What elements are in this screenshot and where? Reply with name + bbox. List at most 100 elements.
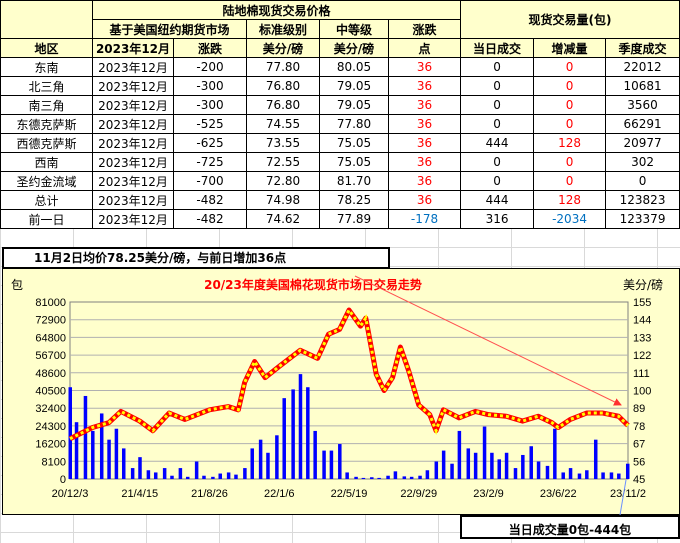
- season-volume-cell: 22012: [605, 57, 680, 77]
- volume-bar: [291, 389, 295, 479]
- today-volume-cell: 0: [460, 114, 535, 134]
- volume-bar: [354, 476, 358, 479]
- x-tick-label: 23/6/22: [540, 488, 577, 500]
- volume-bar: [74, 422, 79, 479]
- delta-volume-cell: 0: [533, 95, 607, 115]
- region-cell: 东南: [0, 57, 93, 77]
- header-price-group: 陆地棉现货交易价格: [91, 0, 462, 20]
- header-blank: [0, 0, 93, 39]
- x-tick-label: 21/4/15: [121, 488, 158, 500]
- change-points-cell: 36: [387, 76, 462, 96]
- volume-bar: [130, 468, 135, 479]
- delta-volume-cell: 0: [533, 171, 607, 191]
- volume-bar: [601, 472, 605, 479]
- volume-bar: [298, 374, 303, 479]
- header-volume-group: 现货交易量(包): [460, 0, 680, 39]
- left-tick-label: 56700: [35, 350, 66, 362]
- col-region: 地区: [0, 38, 93, 58]
- volume-bar: [409, 476, 414, 479]
- volume-bar: [425, 470, 430, 479]
- month-cell: 2023年12月: [92, 76, 174, 96]
- std-price-cell: 74.55: [246, 114, 320, 134]
- volume-bar: [402, 476, 407, 479]
- volume-bar: [482, 426, 487, 479]
- volume-bar: [121, 448, 126, 479]
- today-volume-cell: 0: [460, 152, 535, 172]
- left-tick-label: 0: [60, 474, 66, 486]
- basis-cell: -482: [173, 209, 247, 229]
- volume-bar: [450, 463, 454, 479]
- region-cell: 南三角: [0, 95, 93, 115]
- region-cell: 西德克萨斯: [0, 133, 93, 153]
- volume-bar: [185, 476, 190, 479]
- mid-price-cell: 79.05: [319, 76, 389, 96]
- delta-volume-cell: 128: [533, 190, 607, 210]
- x-tick-label: 21/8/26: [191, 488, 228, 500]
- volume-bar: [617, 473, 621, 479]
- mid-price-cell: 81.70: [319, 171, 389, 191]
- volume-bar: [561, 472, 565, 479]
- month-cell: 2023年12月: [92, 190, 174, 210]
- right-tick-label: 100: [633, 386, 651, 398]
- today-volume-cell: 316: [460, 209, 535, 229]
- left-tick-label: 72900: [35, 315, 66, 327]
- right-tick-label: 89: [633, 403, 645, 415]
- right-tick-label: 144: [633, 315, 651, 327]
- right-tick-label: 111: [633, 368, 650, 380]
- x-tick-label: 23/2/9: [473, 488, 504, 500]
- left-tick-label: 32400: [35, 403, 66, 415]
- mid-price-cell: 75.05: [319, 133, 389, 153]
- table-row: 东德克萨斯 2023年12月 -525 74.55 77.80 36 0 0 66291: [0, 114, 680, 134]
- today-volume-cell: 444: [460, 190, 535, 210]
- mid-price-cell: 77.89: [319, 209, 389, 229]
- right-tick-label: 78: [633, 421, 645, 433]
- volume-bar: [370, 477, 374, 479]
- volume-bar: [338, 444, 342, 479]
- volume-bar: [234, 474, 238, 479]
- basis-cell: -200: [173, 57, 247, 77]
- std-price-cell: 77.80: [246, 57, 320, 77]
- col-today: 当日成交: [460, 38, 535, 58]
- volume-bar: [577, 473, 582, 479]
- volume-bar: [146, 470, 151, 479]
- left-tick-label: 64800: [35, 332, 66, 344]
- x-tick-label: 20/12/3: [52, 488, 89, 500]
- mid-price-cell: 78.25: [319, 190, 389, 210]
- change-points-cell: 36: [387, 171, 462, 191]
- season-volume-cell: 3560: [605, 95, 680, 115]
- volume-bar: [545, 465, 550, 479]
- right-tick-label: 122: [633, 350, 651, 362]
- month-cell: 2023年12月: [92, 209, 174, 229]
- basis-cell: -625: [173, 133, 247, 153]
- change-points-cell: 36: [387, 95, 462, 115]
- mid-price-cell: 79.05: [319, 95, 389, 115]
- std-price-cell: 76.80: [246, 95, 320, 115]
- volume-bar: [434, 461, 439, 479]
- volume-bar: [250, 448, 254, 479]
- volume-bar: [593, 439, 598, 479]
- right-tick-label: 56: [633, 456, 645, 468]
- volume-bar: [345, 472, 349, 479]
- col-std-unit: 美分/磅: [246, 38, 320, 58]
- volume-bar: [377, 477, 381, 479]
- month-cell: 2023年12月: [92, 95, 174, 115]
- volume-bar: [536, 461, 541, 479]
- region-cell: 北三角: [0, 76, 93, 96]
- table-row: 西德克萨斯 2023年12月 -625 73.55 75.05 36 444 128 20977: [0, 133, 680, 153]
- delta-volume-cell: 128: [533, 133, 607, 153]
- basis-cell: -525: [173, 114, 247, 134]
- volume-bar: [466, 448, 471, 479]
- col-mid-unit: 美分/磅: [319, 38, 389, 58]
- volume-bar: [609, 472, 614, 479]
- std-price-cell: 73.55: [246, 133, 320, 153]
- today-volume-cell: 0: [460, 95, 535, 115]
- volume-bar: [162, 468, 167, 479]
- volume-bar: [114, 428, 119, 479]
- volume-bar: [243, 468, 247, 479]
- region-cell: 圣约金流域: [0, 171, 93, 191]
- trend-chart: 0 8100 16200 24300 32400 40500 48600 56700 64800…: [11, 277, 663, 500]
- volume-bar: [178, 468, 183, 479]
- header-change: 涨跌: [387, 19, 462, 39]
- volume-note: 当日成交量0包-444包: [460, 515, 680, 539]
- change-points-cell: -178: [387, 209, 462, 229]
